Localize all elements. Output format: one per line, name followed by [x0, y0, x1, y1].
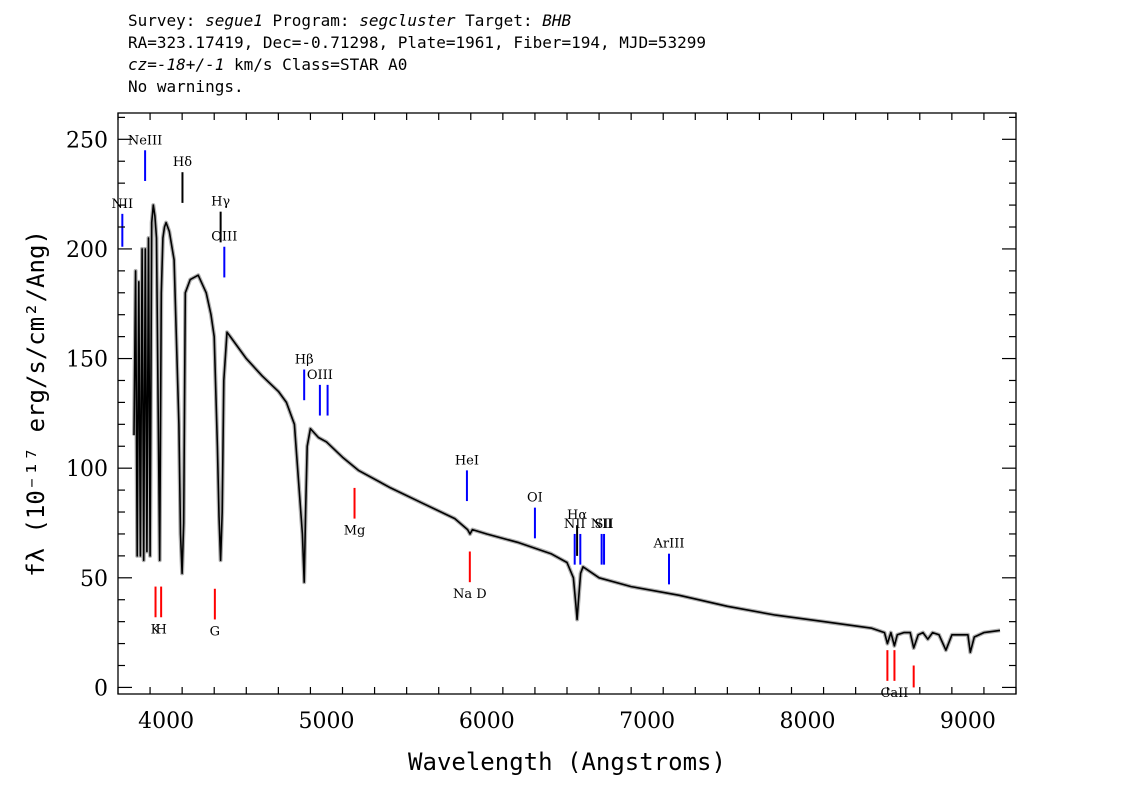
- x-tick-label: 7000: [619, 709, 675, 734]
- cz-key: cz=: [128, 55, 157, 74]
- x-tick-label: 4000: [138, 709, 194, 734]
- program-key: Program:: [262, 11, 360, 30]
- emission-line-label: ArIII: [652, 537, 684, 552]
- header-line-warnings: No warnings.: [128, 77, 244, 96]
- absorption-line-label: Na D: [453, 587, 487, 602]
- x-tick-label: 8000: [780, 709, 836, 734]
- emission-line-label: Hδ: [173, 155, 192, 170]
- absorption-line-label: H: [155, 622, 166, 637]
- y-tick-label: 0: [94, 676, 108, 701]
- y-axis-title: fλ (10⁻¹⁷ erg/s/cm²/Ang): [22, 230, 50, 577]
- emission-line-label: NeIII: [128, 133, 162, 148]
- emission-line-label: NII: [591, 517, 613, 532]
- target-value: BHB: [542, 11, 572, 30]
- x-tick-label: 6000: [459, 709, 515, 734]
- emission-line-label: SII: [594, 517, 613, 532]
- y-tick-label: 150: [66, 348, 108, 373]
- axis-ticks: 4000 5000 6000 7000 8000 9000 0 50 100 150 200 250: [66, 113, 1017, 734]
- x-tick-label: 5000: [298, 709, 354, 734]
- class-text: km/s Class=STAR A0: [224, 55, 408, 74]
- absorption-line-label: K: [151, 622, 161, 637]
- emission-line-label: OIII: [211, 230, 237, 245]
- emission-line-label: NII: [564, 517, 586, 532]
- chart-marks: NIINeIIIHδHγOIIIHβOIIIHeIOINIIHαNIISIIAr…: [112, 133, 1001, 701]
- y-tick-label: 200: [66, 238, 108, 263]
- x-axis-title: Wavelength (Angstroms): [408, 748, 726, 776]
- y-tick-label: 250: [66, 128, 108, 153]
- target-key: Target:: [455, 11, 543, 30]
- emission-line-label: OIII: [307, 368, 333, 383]
- emission-line-label: HeI: [455, 453, 479, 468]
- emission-line-label: OI: [527, 491, 543, 506]
- x-tick-label: 9000: [940, 709, 996, 734]
- cz-value: -18+/-1: [156, 55, 225, 74]
- header-line-redshift: cz=-18+/-1 km/s Class=STAR A0: [128, 54, 1028, 76]
- spectrum-series-line: [133, 204, 1001, 654]
- absorption-line-label: CaII: [880, 686, 908, 701]
- plot-frame: [117, 112, 1017, 695]
- header-line-coordinates: RA=323.17419, Dec=-0.71298, Plate=1961, …: [128, 33, 706, 52]
- y-tick-label: 50: [80, 567, 108, 592]
- emission-line-label: Hβ: [295, 353, 314, 368]
- plot-header: Survey: segue1 Program: segcluster Targe…: [128, 10, 1028, 98]
- emission-line-label: NII: [112, 197, 134, 212]
- y-tick-label: 100: [66, 457, 108, 482]
- absorption-line-label: Mg: [344, 524, 366, 539]
- absorption-line-label: G: [210, 624, 220, 639]
- emission-line-label: Hγ: [211, 195, 230, 210]
- emission-line-label: Hα: [567, 508, 587, 523]
- spectrum-error-band: [132, 203, 1001, 655]
- program-value: segcluster: [359, 11, 456, 30]
- survey-value: segue1: [205, 11, 263, 30]
- survey-key: Survey:: [128, 11, 206, 30]
- header-line-survey: Survey: segue1 Program: segcluster Targe…: [128, 10, 1028, 32]
